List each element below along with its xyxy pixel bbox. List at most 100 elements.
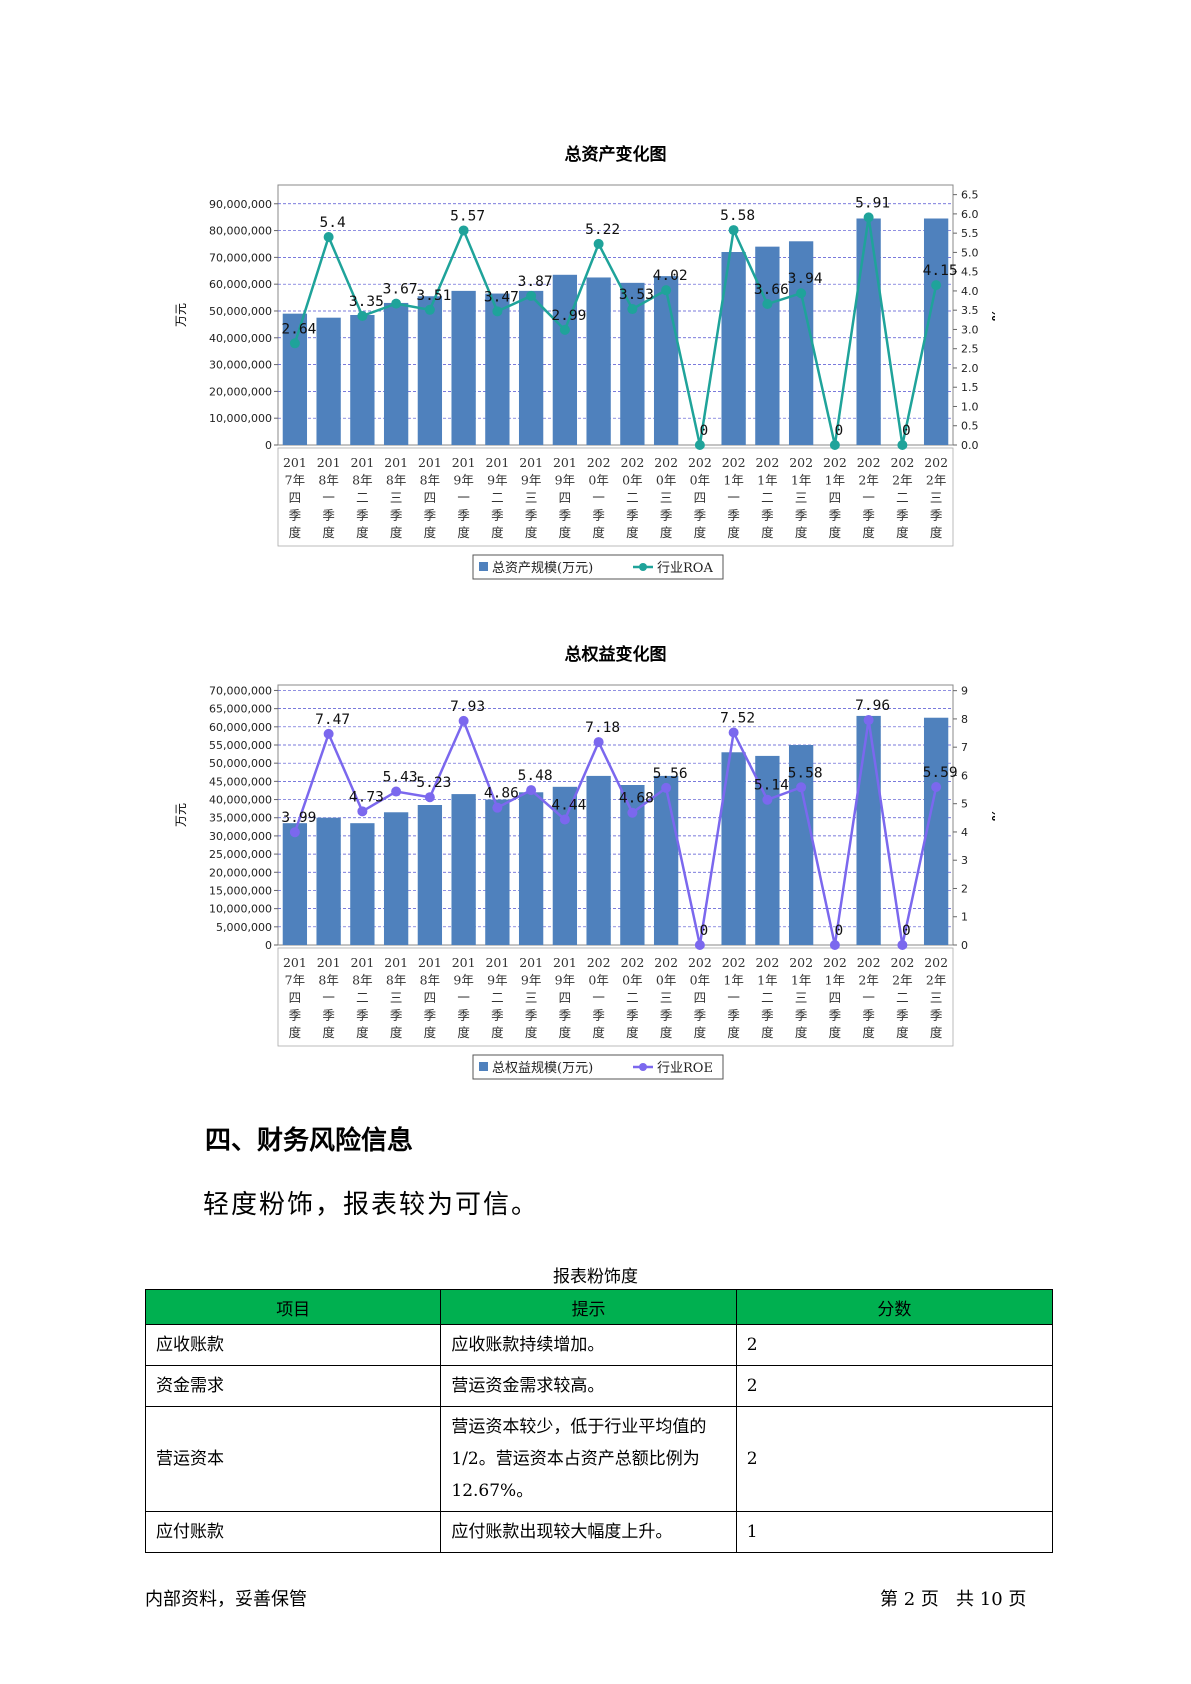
category-label: 一 — [727, 490, 740, 505]
category-label: 202 — [857, 455, 881, 470]
category-label: 季 — [592, 508, 605, 523]
line-point — [526, 290, 537, 301]
category-label: 202 — [890, 455, 914, 470]
category-label: 度 — [491, 525, 504, 540]
data-label: 5.58 — [720, 208, 755, 224]
right-tick-label: 8 — [961, 713, 968, 726]
legend-bar-label: 总权益规模(万元) — [492, 1060, 593, 1076]
bar — [316, 817, 341, 945]
right-tick-label: 4.5 — [961, 266, 979, 279]
category-label: 度 — [289, 525, 302, 540]
legend-line-label: 行业ROE — [657, 1061, 713, 1076]
category-label: 一 — [862, 990, 875, 1005]
data-label: 5.59 — [923, 765, 958, 781]
bar — [485, 293, 510, 445]
category-label: 四 — [694, 990, 707, 1005]
row-score: 2 — [735, 1365, 1054, 1407]
category-label: 2年 — [858, 973, 878, 988]
row-item: 应付账款 — [144, 1511, 442, 1553]
category-label: 二 — [761, 990, 774, 1005]
category-label: 季 — [559, 1008, 572, 1023]
category-label: 度 — [525, 1025, 538, 1040]
data-label: 5.4 — [320, 215, 346, 231]
line-point — [694, 440, 705, 450]
bar — [316, 317, 341, 445]
category-label: 季 — [322, 1008, 335, 1023]
category-label: 季 — [694, 508, 707, 523]
category-label: 202 — [857, 955, 881, 970]
right-tick-label: 3 — [961, 854, 968, 867]
category-label: 201 — [317, 455, 341, 470]
category-label: 1年 — [757, 973, 777, 988]
category-label: 度 — [795, 1025, 808, 1040]
category-label: 201 — [452, 455, 476, 470]
data-label: 7.96 — [855, 698, 890, 714]
right-tick-label: 2.5 — [961, 343, 979, 356]
category-label: 度 — [491, 1025, 504, 1040]
category-label: 度 — [727, 1025, 740, 1040]
category-label: 202 — [620, 955, 644, 970]
section-heading: 四、财务风险信息 — [205, 1126, 414, 1156]
category-label: 度 — [761, 1025, 774, 1040]
category-label: 三 — [930, 990, 943, 1005]
category-label: 202 — [924, 955, 948, 970]
category-label: 度 — [694, 1025, 707, 1040]
category-label: 三 — [795, 990, 808, 1005]
category-label: 度 — [356, 1025, 369, 1040]
data-label: 5.58 — [788, 765, 823, 781]
category-label: 7年 — [285, 473, 305, 488]
table-row: 应收账款 应收账款持续增加。 2 — [144, 1324, 1054, 1366]
data-label: 4.68 — [619, 791, 654, 807]
line-point — [931, 280, 942, 291]
category-label: 1年 — [723, 973, 743, 988]
category-label: 度 — [592, 525, 605, 540]
category-label: 季 — [930, 1008, 943, 1023]
chart-title: 总资产变化图 — [565, 144, 667, 165]
category-label: 202 — [755, 455, 779, 470]
category-label: 8年 — [318, 473, 338, 488]
category-label: 202 — [722, 455, 746, 470]
category-label: 9年 — [487, 473, 507, 488]
category-label: 201 — [452, 955, 476, 970]
line-series — [293, 217, 938, 446]
data-label: 5.43 — [383, 770, 418, 786]
category-label: 季 — [694, 1008, 707, 1023]
legend-box — [472, 1054, 724, 1080]
category-label: 度 — [356, 525, 369, 540]
category-label: 季 — [660, 508, 673, 523]
line-point — [728, 225, 739, 236]
line-point — [593, 737, 604, 748]
bar — [923, 717, 949, 945]
category-label: 季 — [525, 1008, 538, 1023]
right-tick-label: 0 — [961, 939, 968, 952]
line-point — [863, 715, 874, 726]
category-label: 度 — [896, 1025, 909, 1040]
category-label: 度 — [829, 525, 842, 540]
data-label: 7.93 — [450, 699, 485, 715]
line-point — [289, 338, 300, 349]
right-tick-label: 5.5 — [961, 227, 979, 240]
line-point — [424, 792, 435, 803]
line-point — [627, 807, 638, 818]
line-point — [661, 782, 672, 793]
data-label: 5.23 — [416, 775, 451, 791]
bar — [451, 290, 476, 445]
category-label: 季 — [356, 1008, 369, 1023]
line-point — [593, 238, 604, 249]
category-label: 201 — [317, 955, 341, 970]
category-label: 度 — [694, 525, 707, 540]
category-label: 季 — [761, 1008, 774, 1023]
category-label: 度 — [424, 525, 437, 540]
category-label: 202 — [823, 955, 847, 970]
right-tick-label: 0.0 — [961, 439, 979, 452]
category-label: 度 — [626, 1025, 639, 1040]
line-point — [323, 728, 334, 739]
line-point — [897, 940, 908, 950]
row-score: 2 — [735, 1324, 1054, 1366]
category-label: 三 — [930, 490, 943, 505]
category-label: 201 — [519, 955, 543, 970]
data-label: 0 — [835, 423, 844, 439]
bar — [755, 755, 780, 945]
bar — [282, 313, 308, 445]
data-label: 3.87 — [518, 274, 553, 290]
